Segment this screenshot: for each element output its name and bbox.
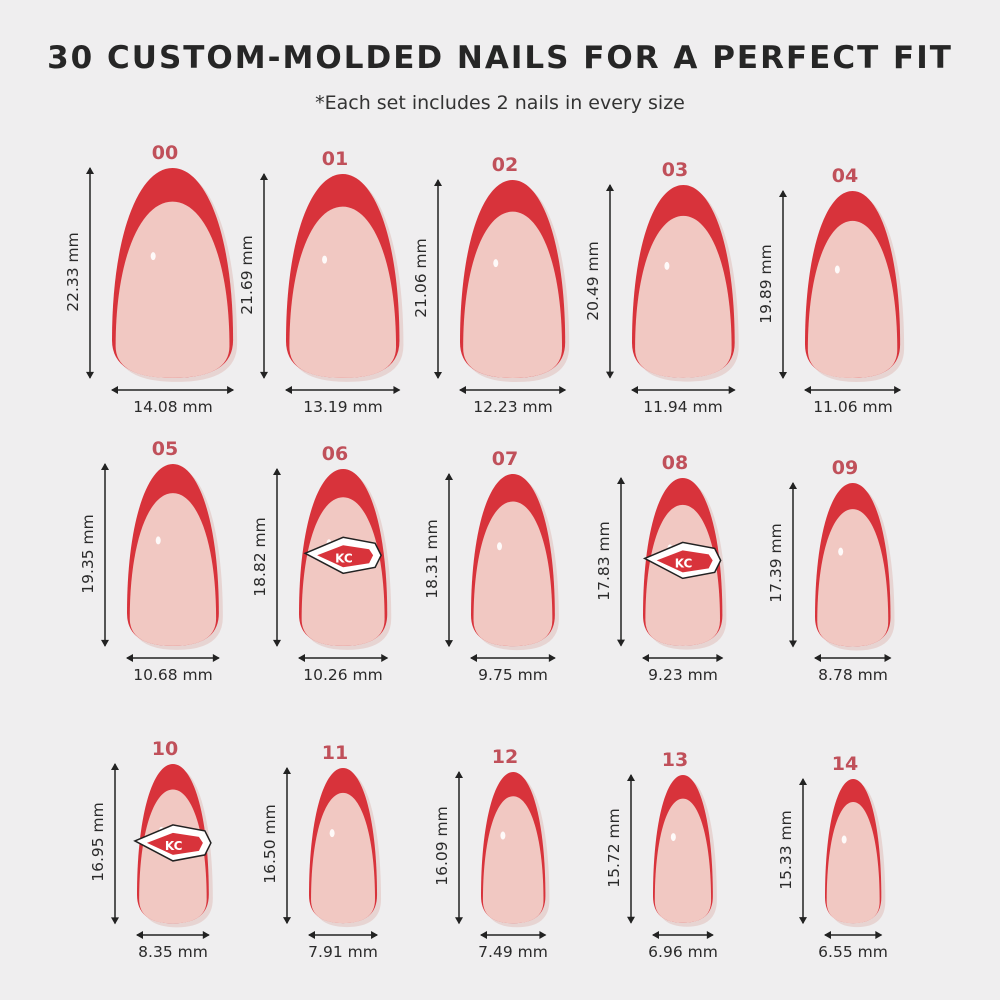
width-measurement: 10.68 mm — [133, 666, 213, 684]
width-measurement: 12.23 mm — [473, 398, 553, 416]
size-label: 01 — [321, 148, 349, 171]
height-arrow — [798, 777, 807, 924]
width-arrow — [307, 931, 379, 939]
nail-image — [112, 168, 238, 382]
height-arrow — [282, 766, 291, 924]
width-arrow — [136, 931, 210, 939]
height-measurement: 17.39 mm — [767, 523, 786, 604]
height-arrow — [617, 477, 626, 647]
width-arrow — [479, 931, 547, 939]
nail-image — [631, 185, 739, 382]
height-measurement: 21.06 mm — [412, 238, 431, 318]
height-measurement: 16.09 mm — [432, 806, 451, 887]
nail-image — [286, 174, 404, 382]
width-measurement: 13.19 mm — [303, 398, 383, 416]
width-arrow — [823, 931, 883, 939]
height-arrow — [260, 173, 269, 379]
height-measurement: 21.69 mm — [238, 235, 257, 315]
size-label: 11 — [321, 741, 349, 764]
height-measurement: 18.31 mm — [423, 519, 442, 599]
page-title: 30 CUSTOM-MOLDED NAILS FOR A PERFECT FIT — [47, 40, 953, 76]
width-arrow — [297, 654, 389, 662]
size-label: 05 — [151, 438, 179, 461]
height-arrow — [627, 774, 636, 924]
height-arrow — [779, 190, 788, 379]
nail-image — [480, 771, 550, 927]
height-arrow — [272, 468, 281, 647]
svg-text:KC: KC — [335, 551, 353, 565]
height-measurement: 22.33 mm — [64, 232, 83, 312]
nail-image: KC — [133, 763, 213, 927]
height-measurement: 20.49 mm — [583, 240, 602, 321]
size-label: 06 — [321, 443, 349, 466]
width-arrow — [459, 386, 567, 394]
height-arrow — [101, 463, 110, 647]
width-arrow — [126, 654, 220, 662]
width-arrow — [804, 386, 902, 394]
nail-image — [308, 767, 382, 927]
size-label: 03 — [661, 159, 689, 182]
size-label: 07 — [491, 447, 519, 470]
height-measurement: 19.35 mm — [79, 514, 98, 594]
width-arrow — [652, 931, 714, 939]
size-label: 09 — [831, 456, 859, 479]
height-arrow — [434, 179, 443, 379]
nail-image — [653, 775, 717, 927]
nail-image — [471, 473, 559, 650]
height-arrow — [789, 481, 798, 647]
size-label: 10 — [151, 737, 179, 760]
width-measurement: 8.78 mm — [818, 666, 888, 684]
size-label: 08 — [661, 452, 689, 475]
height-measurement: 17.83 mm — [595, 521, 614, 601]
arrowhead-logo: KC — [643, 542, 722, 580]
height-arrow — [454, 770, 463, 924]
width-arrow — [814, 654, 892, 662]
page-subtitle: *Each set includes 2 nails in every size — [315, 92, 685, 114]
size-label: 13 — [661, 749, 689, 772]
size-label: 14 — [831, 752, 859, 775]
width-measurement: 7.49 mm — [478, 943, 548, 961]
width-measurement: 7.91 mm — [308, 943, 378, 961]
arrowhead-logo: KC — [133, 823, 212, 862]
height-measurement: 18.82 mm — [250, 516, 269, 597]
nail-image — [460, 180, 570, 382]
width-measurement: 6.55 mm — [818, 943, 888, 961]
arrowhead-logo: KC — [303, 536, 382, 575]
nail-image: KC — [643, 478, 727, 650]
height-measurement: 19.89 mm — [757, 243, 776, 324]
width-measurement: 11.94 mm — [643, 398, 723, 416]
height-arrow — [86, 167, 95, 379]
size-label: 00 — [151, 142, 179, 165]
width-measurement: 14.08 mm — [133, 398, 213, 416]
width-measurement: 11.06 mm — [813, 398, 893, 416]
width-measurement: 8.35 mm — [138, 943, 208, 961]
width-arrow — [111, 386, 235, 394]
svg-text:KC: KC — [675, 557, 693, 571]
height-measurement: 15.72 mm — [605, 808, 624, 888]
width-arrow — [642, 654, 724, 662]
height-arrow — [605, 184, 614, 379]
height-arrow — [445, 472, 454, 647]
nail-image — [815, 482, 895, 650]
size-label: 04 — [831, 165, 859, 188]
size-label: 12 — [491, 745, 519, 768]
nail-image — [805, 191, 905, 382]
nail-image — [127, 464, 223, 650]
size-label: 02 — [491, 154, 519, 177]
width-measurement: 10.26 mm — [303, 666, 383, 684]
width-measurement: 6.96 mm — [648, 943, 718, 961]
width-arrow — [630, 386, 736, 394]
width-arrow — [470, 654, 556, 662]
svg-text:KC: KC — [165, 839, 183, 853]
height-measurement: 16.95 mm — [89, 802, 108, 883]
width-measurement: 9.75 mm — [478, 666, 548, 684]
nail-image: KC — [298, 469, 392, 650]
width-measurement: 9.23 mm — [648, 666, 718, 684]
height-arrow — [111, 762, 120, 924]
width-arrow — [285, 386, 401, 394]
nail-image — [824, 778, 886, 927]
height-measurement: 16.50 mm — [260, 804, 279, 885]
height-measurement: 15.33 mm — [776, 810, 795, 890]
